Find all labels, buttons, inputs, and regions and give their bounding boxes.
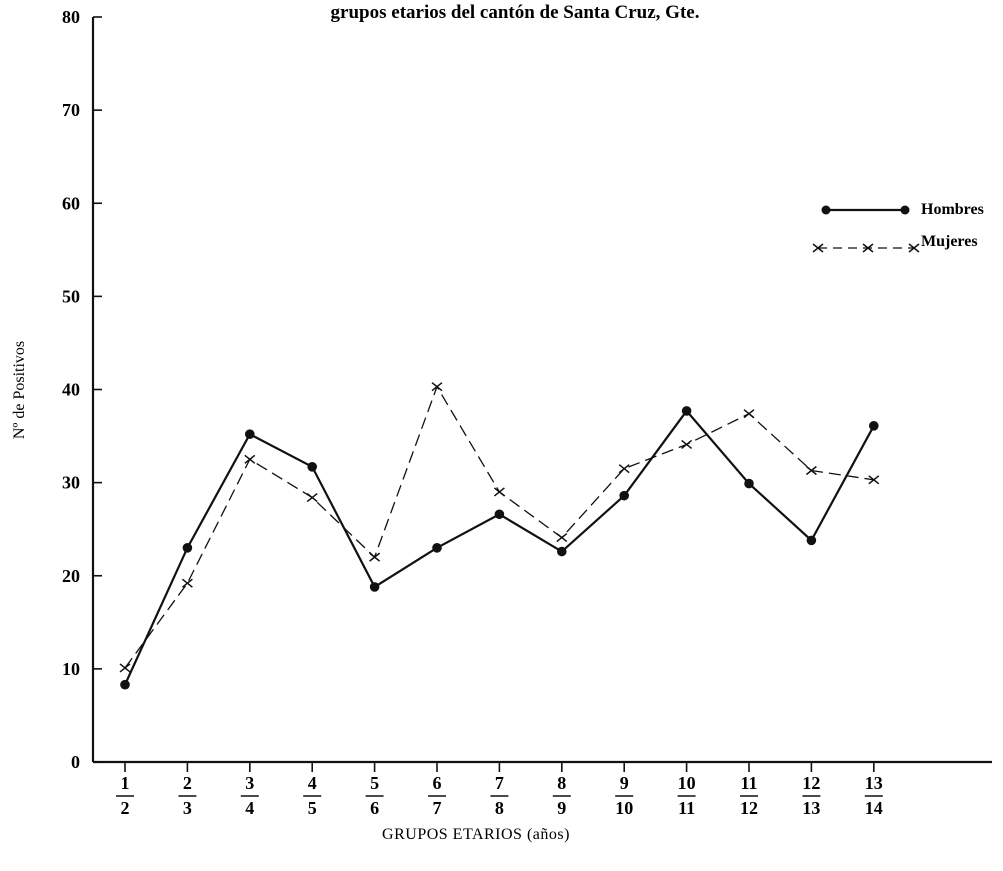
x-tick-label-top: 10 [678,773,696,793]
data-point-mujeres [805,465,817,476]
data-point-mujeres [618,464,630,474]
data-point-hombres [307,461,318,472]
x-tick-label-top: 13 [865,773,883,793]
x-tick-label-bottom: 7 [433,798,442,818]
legend-marker-mujeres [812,243,824,253]
y-tick-label: 50 [62,286,80,306]
legend-marker-mujeres [862,243,874,253]
y-tick-label: 70 [62,100,80,120]
data-point-hombres [494,509,505,520]
x-tick-label-bottom: 12 [740,798,758,818]
data-point-hombres [369,582,380,592]
data-point-hombres [869,421,879,431]
data-point-mujeres [119,663,131,673]
y-tick-label: 80 [62,7,80,27]
x-tick-label-bottom: 3 [183,798,192,818]
x-tick-label-top: 4 [308,773,317,793]
data-point-hombres [806,535,817,546]
legend-item-mujeres: Mujeres [812,233,978,253]
y-tick-label: 60 [62,193,80,213]
legend-marker-hombres [900,205,910,215]
x-tick-label-bottom: 6 [370,798,379,818]
y-tick-group: 0 10 20 30 40 50 60 70 80 [62,7,102,772]
data-point-mujeres [244,454,256,464]
legend: Hombres Mujeres [812,201,984,253]
x-tick-label-top: 1 [121,773,130,793]
x-tick-label-top: 8 [557,773,566,793]
x-tick-label-top: 7 [495,773,504,793]
y-axis-label: Nº de Positivos [11,341,28,439]
legend-label-hombres: Hombres [921,201,984,218]
x-tick-label-bottom: 10 [615,798,633,818]
legend-label-mujeres: Mujeres [921,233,978,250]
series-layer [119,382,880,690]
x-tick-label-top: 6 [433,773,442,793]
series-line-hombres [123,409,875,686]
x-tick-label-top: 3 [245,773,254,793]
data-point-hombres [432,543,442,553]
data-point-mujeres [868,475,880,485]
series-line-mujeres [124,385,874,669]
data-point-hombres [557,546,567,557]
x-tick-label-bottom: 5 [308,798,317,818]
data-point-hombres [619,490,629,501]
data-point-hombres [182,543,193,553]
x-tick-label-top: 9 [620,773,629,793]
chart-title: grupos etarios del cantón de Santa Cruz,… [331,2,700,23]
x-tick-label-bottom: 9 [557,798,566,818]
x-tick-label-bottom: 14 [865,798,883,818]
x-tick-label-top: 11 [740,773,757,793]
x-tick-label-bottom: 11 [678,798,695,818]
data-point-mujeres [306,492,318,503]
legend-item-hombres: Hombres [821,201,984,218]
data-point-mujeres [431,382,443,392]
y-tick-label: 20 [62,566,80,586]
data-point-mujeres [369,552,381,562]
x-tick-label-bottom: 13 [802,798,820,818]
y-tick-label: 40 [62,380,80,400]
x-tick-label-bottom: 8 [495,798,504,818]
legend-marker-hombres [821,205,831,215]
x-axis-label: GRUPOS ETARIOS (años) [382,826,570,843]
x-tick-label-bottom: 2 [121,798,130,818]
data-point-hombres [744,478,754,489]
data-point-mujeres [493,487,505,497]
y-tick-label: 0 [71,752,80,772]
data-point-mujeres [681,439,693,450]
data-point-mujeres [181,578,193,588]
y-tick-label: 10 [62,659,80,679]
data-point-hombres [681,406,692,416]
x-tick-label-top: 2 [183,773,192,793]
y-tick-label: 30 [62,473,80,493]
legend-marker-mujeres [908,243,920,253]
data-point-mujeres [743,409,755,419]
data-point-hombres [245,429,255,440]
x-tick-label-top: 12 [802,773,820,793]
x-tick-label-top: 5 [370,773,379,793]
data-point-hombres [120,679,130,690]
data-point-mujeres [556,532,568,543]
x-tick-label-bottom: 4 [245,798,254,818]
